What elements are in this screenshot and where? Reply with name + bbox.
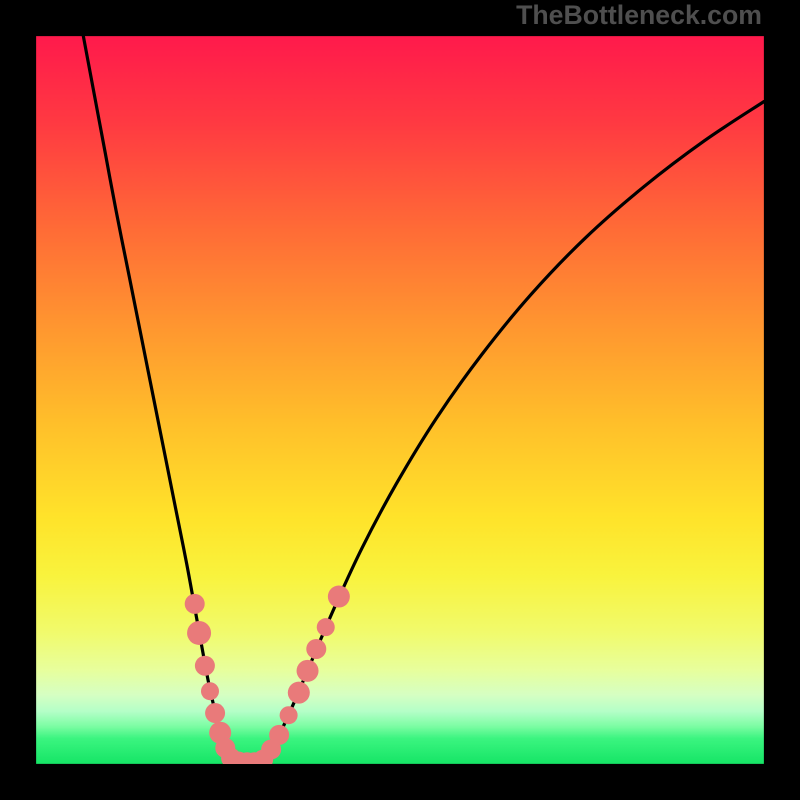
- plot-border: [0, 0, 800, 800]
- watermark-text: TheBottleneck.com: [516, 0, 762, 31]
- figure-root: TheBottleneck.com: [0, 0, 800, 800]
